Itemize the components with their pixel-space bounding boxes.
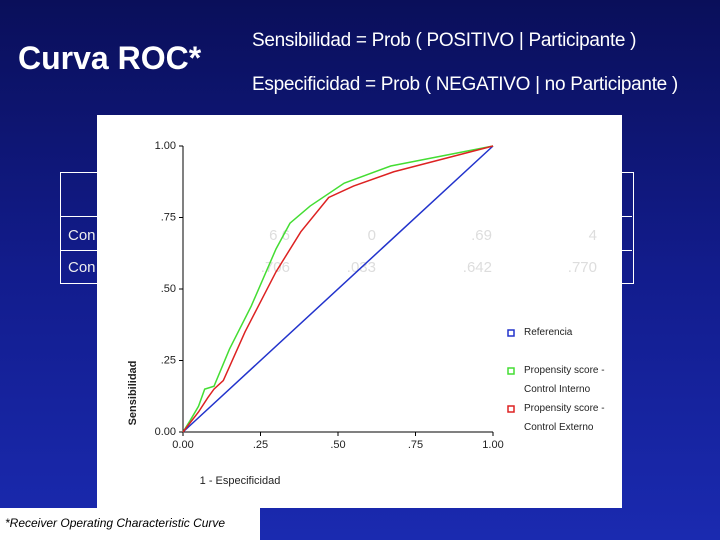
legend-swatch [507,367,515,375]
table-cell: Con [68,259,96,276]
x-axis-label: 1 - Especificidad [200,475,281,487]
chart-panel [97,115,622,508]
table-cell: .770 [567,259,597,276]
slide-title: Curva ROC* [18,40,202,76]
y-tick-label: 0.00 [155,426,176,438]
table-cell: .642 [462,259,492,276]
legend-label: Referencia [524,327,573,338]
definition: Especificidad = Prob ( NEGATIVO | no Par… [252,74,678,95]
footnote-box [0,508,260,540]
definition: Sensibilidad = Prob ( POSITIVO | Partici… [252,30,637,51]
table-cell: 0 [367,227,376,244]
footnote: *Receiver Operating Characteristic Curve [5,516,226,530]
roc-line [182,145,494,433]
y-tick-label: .50 [161,283,176,295]
y-tick-label: .25 [161,354,176,366]
y-tick-label: 1.00 [155,140,176,152]
roc-line [182,145,494,433]
x-tick-label: 0.00 [172,439,193,451]
legend-label: Propensity score - Control Interno [524,365,605,395]
x-tick-label: .25 [253,439,268,451]
legend-label: Propensity score - Control Externo [524,403,605,433]
x-tick-label: .50 [330,439,345,451]
table-cell: Con [68,227,96,244]
table-cell: .706 [260,259,290,276]
legend-swatch [507,405,515,413]
roc-line [182,145,494,433]
x-tick-label: .75 [408,439,423,451]
table-cell: 4 [588,227,597,244]
table-cell: .69 [471,227,492,244]
y-tick-label: .75 [161,211,176,223]
x-tick-label: 1.00 [482,439,503,451]
y-axis-label: Sensibilidad [127,361,139,426]
legend-swatch [507,329,515,337]
